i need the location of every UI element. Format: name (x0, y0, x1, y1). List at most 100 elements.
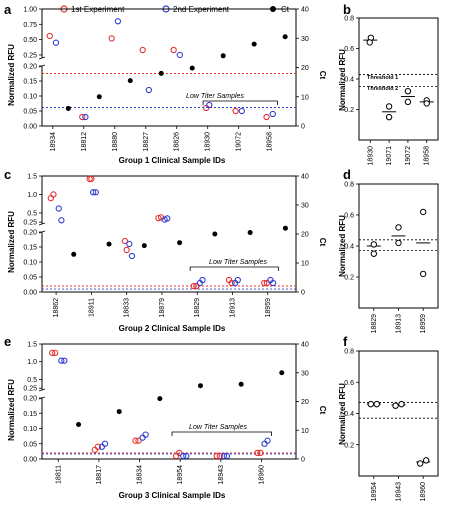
point-first-e (49, 349, 56, 356)
left-tick-label-c: 0.15 (23, 245, 37, 252)
point-f (373, 400, 380, 408)
y2axis-label-e: Ct (318, 406, 327, 415)
point-first-a (170, 46, 177, 54)
y-tick-label-b: 0.6 (344, 46, 354, 53)
point-first-e (132, 437, 139, 444)
right-tick-label-e: 40 (301, 342, 309, 349)
axis-break-mark-1-c (38, 222, 46, 226)
point-second-e (61, 357, 68, 364)
point-first-c (123, 246, 130, 254)
point-ct-e (238, 381, 244, 387)
x-tick-label-a: 18934 (50, 132, 57, 152)
x-tick-label-c: 18913 (230, 298, 237, 318)
point-second-e (58, 357, 65, 364)
left-tick-label-e: 0.10 (23, 426, 37, 433)
point-ct-c (71, 251, 77, 257)
point-ct-c (141, 243, 147, 249)
point-first-a (232, 107, 239, 115)
point-f (367, 400, 375, 408)
point-first-e (176, 449, 183, 457)
x-tick-label-e: 18817 (96, 465, 103, 485)
x-tick-label-d: 18913 (396, 314, 403, 334)
y-tick-label-b: 0.8 (344, 16, 354, 23)
point-b (423, 100, 430, 107)
panel-label-c: c (4, 167, 11, 182)
left-tick-label-e: 0.05 (23, 441, 37, 448)
left-tick-label-e: 0.15 (23, 411, 37, 418)
panel-a: a 0.00 0.05 0.10 0.15 0.20 0.25 0.50 0.75 1.00 0 1… (4, 2, 327, 165)
point-first-c (190, 282, 197, 290)
panel-e: e 0.00 0.05 0.10 0.15 0.20 0.25 0.5 1.0 1.5 0 10 20… (4, 334, 327, 500)
panel-f: f 0.2 0.4 0.6 0.8 18954 18943 18960 Normalized… (338, 334, 439, 502)
left-tick-label-e: 0.25 (23, 386, 37, 393)
x-tick-label-a: 18812 (81, 132, 88, 152)
point-second-a (52, 39, 60, 46)
right-tick-label-a: 0 (301, 124, 305, 131)
x-tick-label-e: 18960 (258, 465, 265, 485)
yaxis-label-c: Normalized RFU (7, 211, 16, 273)
point-first-a (46, 32, 53, 40)
right-tick-label-a: 20 (301, 65, 309, 72)
point-f (392, 402, 399, 409)
left-tick-label-a: 0.05 (23, 109, 37, 116)
right-tick-label-c: 40 (301, 174, 309, 181)
point-d (395, 239, 402, 247)
xaxis-label-a: Group 1 Clinical Sample IDs (119, 156, 226, 165)
point-first-e (216, 452, 223, 460)
point-second-a (82, 113, 89, 121)
point-first-a (108, 35, 115, 42)
x-tick-label-b: 19071 (386, 146, 393, 166)
left-tick-label-c: 0.25 (23, 220, 37, 227)
point-ct-c (212, 231, 218, 237)
point-second-c (92, 189, 99, 196)
panel-b: b 0.2 0.4 0.6 0.8 18930 19071 19072 18958 Norma… (338, 2, 439, 166)
point-ct-a (158, 70, 164, 76)
y-tick-label-f: 0.2 (344, 442, 354, 449)
xaxis-label-e: Group 3 Clinical Sample IDs (119, 491, 226, 500)
point-ct-a (189, 65, 195, 71)
y-tick-label-f: 0.8 (344, 349, 354, 356)
right-tick-label-c: 0 (301, 290, 305, 297)
y-tick-label-b: 0.4 (344, 77, 354, 84)
point-first-e (52, 349, 59, 356)
left-tick-label-c: 0.00 (23, 290, 37, 297)
x-tick-label-c: 18829 (194, 298, 201, 318)
threshold-2-label: Threshold 2 (367, 86, 398, 92)
point-ct-e (197, 383, 203, 389)
point-second-e (183, 452, 190, 460)
point-b (366, 39, 373, 46)
point-second-a (145, 86, 153, 94)
point-second-c (234, 276, 241, 284)
right-tick-label-a: 10 (301, 94, 309, 101)
x-tick-label-a: 18958 (267, 132, 274, 152)
left-tick-label-e: 0.5 (27, 377, 37, 384)
x-tick-label-b: 19072 (405, 146, 412, 166)
xaxis-label-c: Group 2 Clinical Sample IDs (119, 324, 226, 333)
left-tick-label-a: 0.10 (23, 94, 37, 101)
point-first-e (172, 452, 180, 460)
left-tick-label-c: 1.0 (27, 192, 37, 199)
point-b (404, 98, 412, 106)
right-tick-label-a: 30 (301, 36, 309, 43)
point-second-c (128, 252, 136, 260)
right-tick-label-c: 30 (301, 203, 309, 210)
panel-label-b: b (343, 2, 351, 17)
point-first-c (47, 195, 54, 202)
point-first-c (121, 237, 129, 245)
x-tick-label-f: 18943 (396, 482, 403, 502)
point-second-e (223, 452, 231, 460)
point-first-a (263, 113, 270, 121)
yaxis-label-e: Normalized RFU (7, 379, 16, 441)
point-second-e (261, 440, 268, 447)
low-titer-bracket-c (189, 266, 279, 271)
right-tick-label-e: 20 (301, 399, 309, 406)
point-ct-a (220, 53, 226, 59)
x-tick-label-c: 18911 (88, 298, 95, 317)
x-tick-label-c: 18879 (159, 298, 166, 318)
point-second-c (55, 205, 62, 212)
point-second-c (164, 215, 171, 222)
point-first-c (261, 279, 268, 287)
left-tick-label-e: 0.00 (23, 457, 37, 464)
point-second-c (126, 240, 133, 248)
